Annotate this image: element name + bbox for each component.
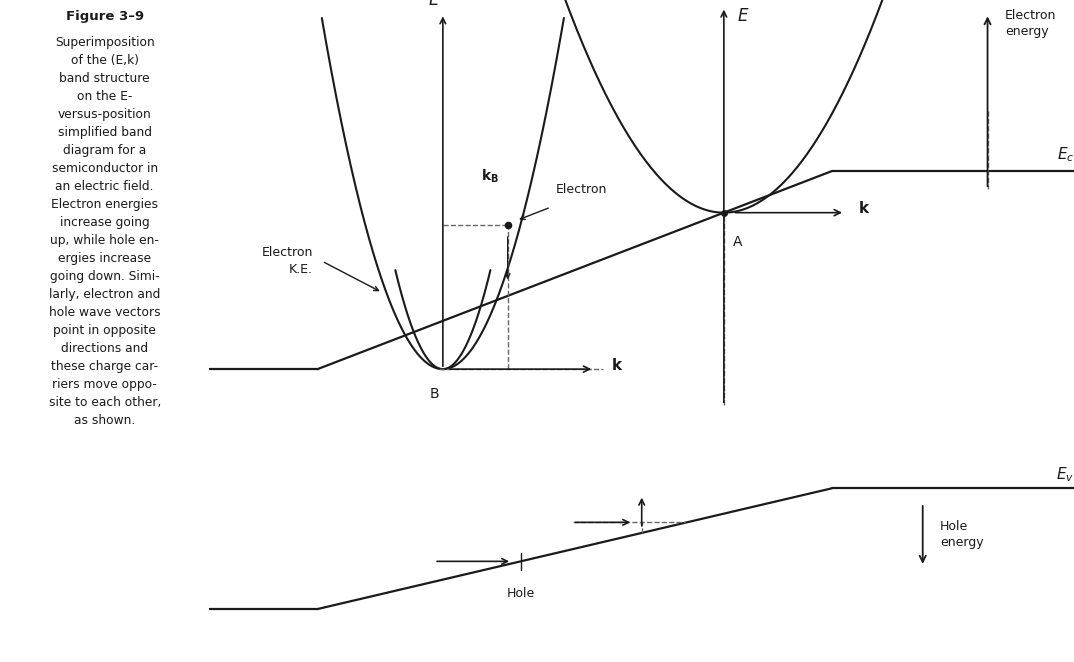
Text: $\mathbf{k}$: $\mathbf{k}$ xyxy=(611,357,624,373)
Text: Hole
energy: Hole energy xyxy=(940,520,984,549)
Text: B: B xyxy=(430,387,439,401)
Text: $E$: $E$ xyxy=(737,7,750,24)
Text: $E_c$: $E_c$ xyxy=(1057,146,1074,164)
Text: Superimposition
of the (E,k)
band structure
on the E-
versus-position
simplified: Superimposition of the (E,k) band struct… xyxy=(48,36,161,428)
Text: Electron
energy: Electron energy xyxy=(1005,9,1056,38)
Text: $\mathbf{k}$: $\mathbf{k}$ xyxy=(858,200,870,216)
Text: $\mathbf{k}_\mathbf{B}$: $\mathbf{k}_\mathbf{B}$ xyxy=(481,167,499,185)
Text: $E_v$: $E_v$ xyxy=(1056,465,1074,484)
Text: Electron
K.E.: Electron K.E. xyxy=(262,246,314,276)
Text: Figure 3–9: Figure 3–9 xyxy=(66,10,144,23)
Text: Hole: Hole xyxy=(507,587,535,600)
Text: $E$: $E$ xyxy=(427,0,440,9)
Text: A: A xyxy=(732,235,742,249)
Text: Electron: Electron xyxy=(555,183,607,196)
